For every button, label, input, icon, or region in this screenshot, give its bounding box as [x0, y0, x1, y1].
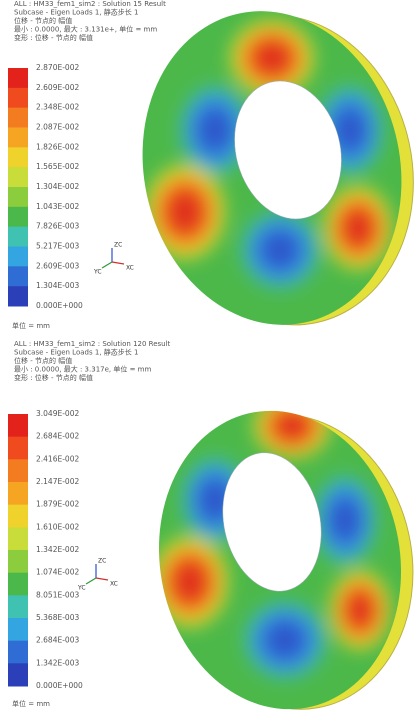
legend-band — [8, 108, 28, 128]
legend-band — [8, 266, 28, 286]
legend-band — [8, 286, 28, 306]
legend-label: 8.051E-003 — [36, 590, 79, 599]
legend-band — [8, 482, 28, 505]
legend-label: 7.826E-003 — [36, 222, 79, 231]
legend-band — [8, 459, 28, 482]
legend-band — [8, 227, 28, 247]
legend-label: 1.043E-002 — [36, 202, 79, 211]
legend-band — [8, 128, 28, 148]
legend-band — [8, 68, 28, 88]
unit-label: 单位 = mm — [12, 699, 50, 708]
legend-label: 2.416E-002 — [36, 454, 79, 463]
legend-label: 2.684E-003 — [36, 636, 79, 645]
legend-label: 0.000E+000 — [36, 681, 83, 690]
triad-axis — [112, 262, 124, 264]
page: ALL : HM33_fem1_sim2 : Solution 15 Resul… — [0, 0, 418, 712]
triad-label: ZC — [98, 558, 106, 565]
result-header: 变形 : 位移 - 节点的 幅值 — [14, 373, 93, 382]
result-header: 最小 : 0.0000, 最大 : 3.131e+, 单位 = mm — [14, 25, 157, 34]
legend-label: 1.565E-002 — [36, 162, 79, 171]
legend-band — [8, 437, 28, 460]
legend-label: 3.049E-002 — [36, 409, 79, 418]
legend-band — [8, 147, 28, 167]
triad-label: YC — [77, 585, 86, 592]
result-header: 位移 - 节点的 幅值 — [14, 356, 72, 365]
triad-axis — [96, 578, 108, 580]
legend-band — [8, 247, 28, 267]
legend-band — [8, 187, 28, 207]
legend-band — [8, 527, 28, 550]
result-header: ALL : HM33_fem1_sim2 : Solution 15 Resul… — [14, 0, 166, 8]
legend-label: 2.870E-002 — [36, 63, 79, 72]
unit-label: 单位 = mm — [12, 321, 50, 330]
legend-label: 1.304E-002 — [36, 182, 79, 191]
legend-label: 1.074E-002 — [36, 568, 79, 577]
legend-label: 2.147E-002 — [36, 477, 79, 486]
ring-model — [148, 390, 418, 712]
legend-band — [8, 167, 28, 187]
result-header: 最小 : 0.0000, 最大 : 3.317e, 单位 = mm — [14, 365, 151, 374]
legend-label: 2.684E-002 — [36, 432, 79, 441]
legend-band — [8, 595, 28, 618]
triad-axis — [86, 578, 96, 584]
legend-label: 1.826E-002 — [36, 142, 79, 151]
legend-label: 1.879E-002 — [36, 500, 79, 509]
legend-label: 5.368E-003 — [36, 613, 79, 622]
legend-band — [8, 505, 28, 528]
result-header: 位移 - 节点的 幅值 — [14, 16, 72, 25]
triad-label: ZC — [114, 242, 122, 249]
triad-axis — [102, 262, 112, 268]
legend-band — [8, 618, 28, 641]
legend-label: 2.087E-002 — [36, 123, 79, 132]
legend-band — [8, 573, 28, 596]
legend-label: 2.609E-002 — [36, 83, 79, 92]
triad-label: XC — [110, 581, 118, 588]
result-header: Subcase - Eigen Loads 1, 静态步长 1 — [14, 348, 138, 357]
legend-label: 1.304E-003 — [36, 281, 79, 290]
legend-label: 1.342E-003 — [36, 658, 79, 667]
legend-label: 1.342E-002 — [36, 545, 79, 554]
triad-label: YC — [93, 269, 102, 276]
result-header: ALL : HM33_fem1_sim2 : Solution 120 Resu… — [14, 340, 171, 348]
legend-label: 5.217E-003 — [36, 242, 79, 251]
legend-band — [8, 414, 28, 437]
legend-band — [8, 88, 28, 108]
legend-band — [8, 641, 28, 664]
legend-band — [8, 550, 28, 573]
legend-label: 2.609E-003 — [36, 261, 79, 270]
legend-band — [8, 663, 28, 686]
legend-label: 2.348E-002 — [36, 103, 79, 112]
triad-label: XC — [126, 265, 134, 272]
result-header: 变形 : 位移 - 节点的 幅值 — [14, 33, 93, 42]
legend-label: 1.610E-002 — [36, 522, 79, 531]
ring-model — [126, 0, 418, 349]
legend-label: 0.000E+000 — [36, 301, 83, 310]
legend-band — [8, 207, 28, 227]
result-header: Subcase - Eigen Loads 1, 静态步长 1 — [14, 8, 138, 17]
